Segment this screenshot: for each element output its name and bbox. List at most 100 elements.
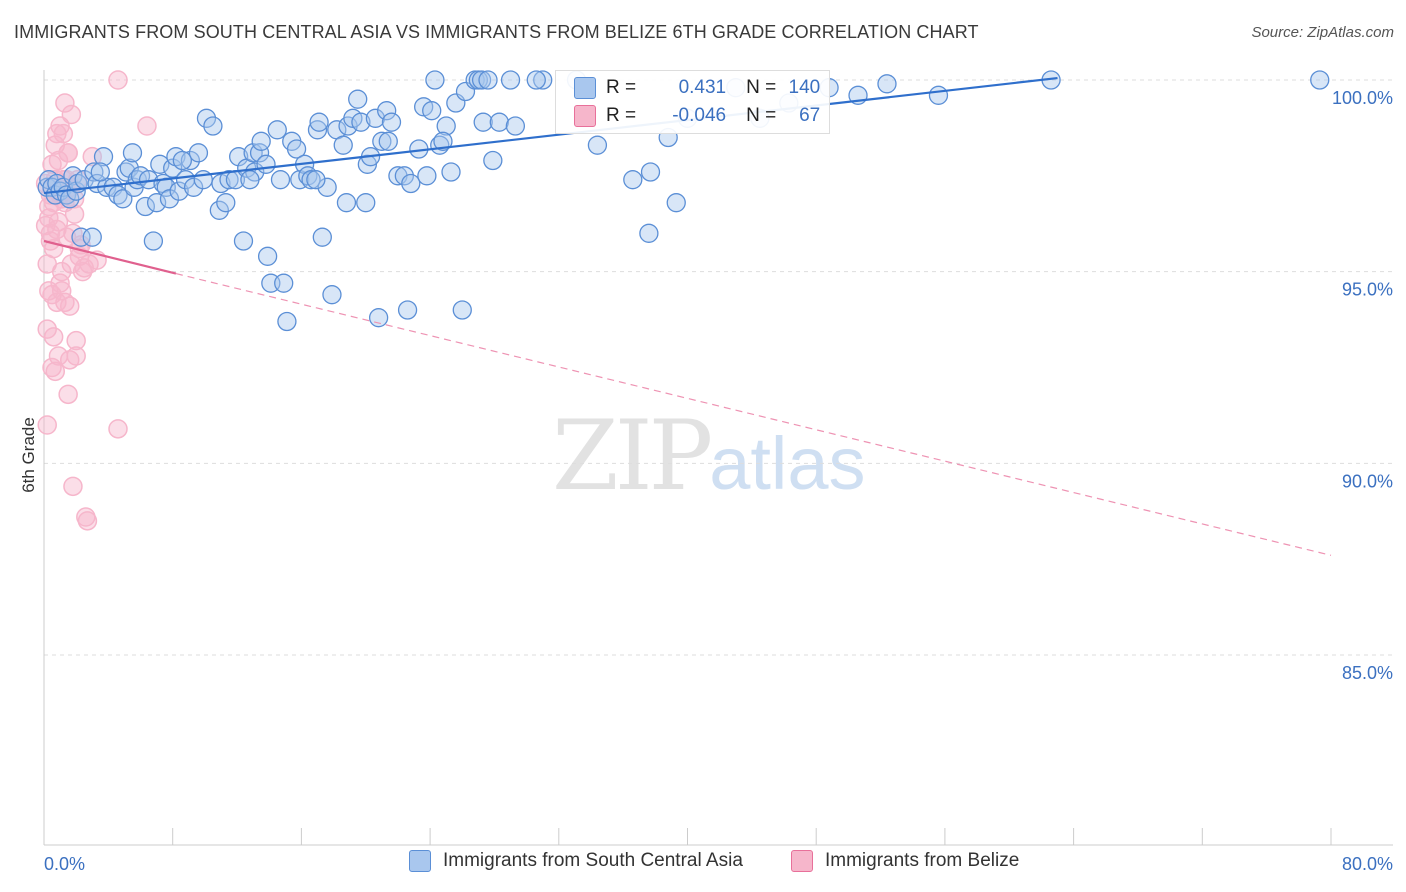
south-central-asia-point [378, 131, 398, 151]
south-central-asia-point [180, 150, 201, 171]
x-ticks [43, 828, 1332, 845]
belize-point [37, 415, 57, 435]
belize-point [74, 258, 94, 278]
belize-point [108, 70, 128, 90]
south-central-asia-point [183, 177, 204, 197]
south-central-asia-point [169, 181, 189, 201]
south-central-asia-point [397, 300, 418, 320]
south-central-asia-point [309, 112, 329, 132]
south-central-asia-point [307, 120, 328, 140]
south-central-asia-trend-line [43, 76, 1058, 195]
south-central-asia-point [436, 116, 456, 136]
belize-trend-line-dashed [175, 273, 1332, 556]
south-central-asia-point [639, 223, 659, 243]
stats-legend: R = 0.431 N = 140 R = -0.046 N = 67 [555, 70, 830, 134]
south-central-asia-point [267, 120, 287, 140]
belize-points [35, 70, 157, 531]
stats-n-value: 67 [799, 105, 821, 126]
belize-point [58, 143, 78, 163]
south-central-asia-point [422, 101, 442, 121]
south-central-asia-point [425, 70, 445, 90]
south-central-asia-point [209, 200, 230, 220]
belize-point [82, 146, 103, 167]
trend-lines [43, 76, 1332, 556]
south-central-asia-point [122, 143, 143, 163]
south-central-asia-point [505, 116, 526, 136]
south-central-asia-point [377, 101, 397, 121]
x-tick-label: 80.0% [1342, 854, 1393, 874]
south-central-asia-point [143, 231, 164, 251]
stats-n-label: N = [746, 105, 777, 126]
belize-point [64, 204, 85, 224]
south-central-asia-point [251, 131, 271, 151]
south-central-asia-point [473, 112, 493, 132]
belize-point [40, 231, 61, 251]
belize-point [39, 196, 59, 217]
belize-point [58, 384, 78, 405]
south-central-asia-point [877, 74, 897, 94]
legend-item-belize[interactable]: Immigrants from Belize [791, 850, 1019, 872]
south-central-asia-point [623, 170, 643, 190]
y-tick-label: 100.0% [1332, 88, 1393, 108]
south-central-asia-point [163, 158, 183, 178]
stats-r-value: -0.046 [672, 105, 727, 126]
south-central-asia-point [381, 112, 402, 132]
south-central-asia-point [928, 85, 949, 105]
belize-point [77, 511, 98, 531]
bottom-legend: Immigrants from South Central Asia Immig… [0, 850, 1406, 880]
stats-r-label: R = [606, 77, 637, 98]
south-central-asia-point [441, 162, 461, 182]
south-central-asia-point [240, 170, 260, 190]
south-central-asia-point [274, 273, 294, 293]
legend-label: Immigrants from South Central Asia [443, 850, 743, 871]
south-central-asia-point [401, 173, 421, 194]
y-tick-labels: 85.0% 90.0% 95.0% 100.0% [1332, 88, 1393, 683]
legend-swatch-pink [791, 850, 813, 872]
y-tick-label: 90.0% [1342, 471, 1393, 491]
south-central-asia-point [666, 193, 686, 213]
belize-point [61, 104, 82, 125]
south-central-asia-point [203, 116, 223, 136]
belize-point [47, 219, 67, 240]
legend-item-south-central-asia[interactable]: Immigrants from South Central Asia [409, 850, 743, 872]
stats-row-belize: R = -0.046 N = 67 [574, 102, 820, 130]
south-central-asia-point [257, 246, 278, 266]
south-central-asia-point [233, 231, 254, 251]
south-central-asia-point [135, 196, 156, 217]
south-central-asia-point [526, 70, 546, 90]
belize-point [59, 296, 80, 316]
belize-point [55, 93, 75, 113]
south-central-asia-point [219, 170, 239, 190]
source-label: Source: ZipAtlas.com [1251, 24, 1394, 41]
south-central-asia-point [500, 70, 521, 90]
stats-r-value: 0.431 [678, 77, 727, 98]
south-central-asia-point [113, 189, 133, 209]
legend-swatch-blue [409, 850, 431, 872]
south-central-asia-point [93, 147, 114, 167]
south-central-asia-point [533, 70, 553, 90]
south-central-asia-point [270, 170, 291, 190]
south-central-asia-point [306, 170, 326, 190]
south-central-asia-point [82, 227, 102, 247]
belize-point [48, 212, 69, 232]
stats-row-south-central-asia: R = 0.431 N = 140 [574, 74, 820, 102]
belize-point [53, 123, 74, 144]
south-central-asia-point [394, 166, 415, 186]
south-central-asia-point [336, 193, 357, 213]
y-axis-title: 6th Grade [19, 417, 38, 493]
belize-point [137, 116, 157, 136]
south-central-asia-point [84, 162, 104, 182]
south-central-asia-point [365, 108, 386, 128]
south-central-asia-point [433, 131, 453, 151]
south-central-asia-point [471, 70, 492, 90]
belize-point [66, 346, 86, 366]
x-tick-labels: 0.0% 80.0% [44, 854, 1393, 874]
south-central-asia-point [317, 177, 337, 197]
belize-point [43, 327, 64, 347]
stats-r-label: R = [606, 105, 637, 126]
south-central-asia-point [71, 227, 91, 247]
south-central-asia-point [351, 112, 371, 132]
belize-point [51, 281, 72, 301]
south-central-asia-point [216, 193, 236, 213]
